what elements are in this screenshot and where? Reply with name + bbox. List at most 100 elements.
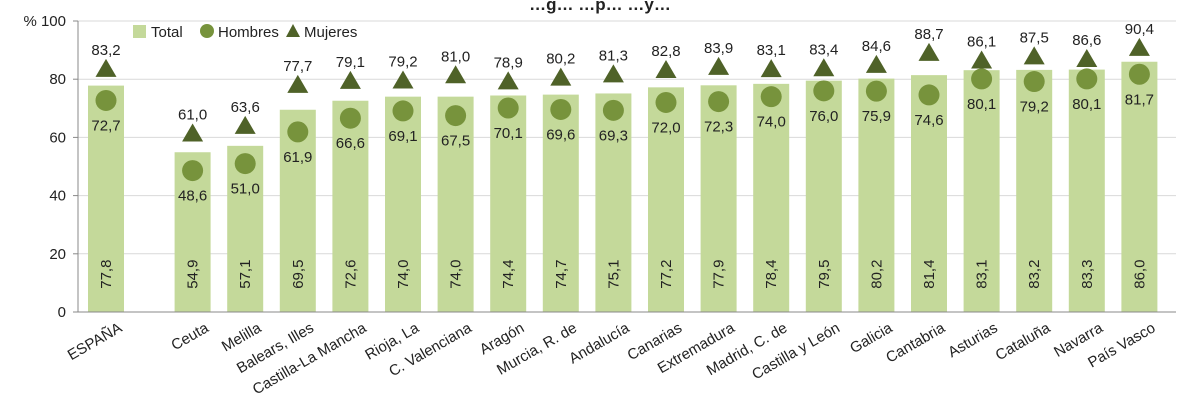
total-value-label: 86,0 [1131, 260, 1148, 289]
category-label: Cantabria [883, 319, 948, 367]
bar-total [279, 109, 316, 312]
y-tick-label: 60 [49, 129, 66, 146]
bar-total [963, 70, 1000, 312]
category-label: Ceuta [168, 319, 212, 354]
legend-swatch-mujeres [286, 24, 300, 37]
hombres-value-label: 72,7 [91, 117, 120, 134]
total-value-label: 77,9 [711, 260, 728, 289]
hombres-value-label: 69,6 [546, 126, 575, 143]
bar-total [911, 75, 947, 312]
mujeres-value-label: 61,0 [178, 106, 207, 123]
hombres-value-label: 79,2 [1020, 99, 1049, 116]
hombres-marker [95, 89, 117, 111]
legend: Total Hombres Mujeres [133, 24, 357, 41]
total-value-label: 81,4 [921, 260, 938, 289]
axes: 0 20 40 60 80 % 100 [23, 13, 1176, 321]
total-value-label: 83,2 [1026, 260, 1043, 289]
mujeres-marker [182, 123, 204, 142]
category-label: Asturias [945, 319, 1000, 361]
mujeres-marker [971, 50, 993, 69]
mujeres-marker [1128, 37, 1150, 56]
hombres-marker [602, 99, 624, 121]
hombres-marker [287, 121, 309, 143]
mujeres-marker [1076, 48, 1098, 67]
bar-total [595, 93, 632, 312]
mujeres-value-label: 84,6 [862, 38, 891, 55]
hombres-value-label: 80,1 [967, 96, 996, 113]
total-value-label: 79,5 [816, 260, 833, 289]
mujeres-marker [708, 56, 730, 75]
total-value-label: 69,5 [290, 260, 307, 289]
mujeres-marker [497, 71, 519, 90]
hombres-value-label: 80,1 [1072, 96, 1101, 113]
mujeres-marker [445, 65, 467, 84]
y-tick-label: 40 [49, 188, 66, 205]
total-value-label: 74,7 [553, 260, 570, 289]
total-value-label: 83,1 [974, 260, 991, 289]
bar-total [1068, 69, 1105, 312]
hombres-marker [497, 97, 519, 119]
bar-total [700, 85, 737, 312]
bar-total [332, 100, 369, 312]
mujeres-marker [655, 60, 677, 79]
data-labels: 77,8 72,7 83,2 54,9 48,6 61,0 57,1 51,0 63,6 69,5… [91, 21, 1154, 289]
hombres-marker [1076, 68, 1098, 90]
category-label: ESPAÑA [65, 319, 125, 364]
mujeres-marker [813, 58, 835, 77]
legend-swatch-total [133, 25, 146, 38]
mujeres-value-label: 81,0 [441, 48, 470, 65]
bar-total [648, 87, 684, 313]
hombres-value-label: 70,1 [494, 125, 523, 142]
bar-total [858, 78, 895, 312]
bar-total [1016, 69, 1053, 312]
mujeres-value-label: 86,1 [967, 33, 996, 50]
total-value-label: 78,4 [763, 260, 780, 289]
legend-label-hombres: Hombres [218, 24, 279, 41]
total-value-label: 83,3 [1079, 260, 1096, 289]
bar-total [542, 94, 579, 312]
hombres-value-label: 67,5 [441, 133, 470, 150]
bars [88, 61, 1158, 313]
hombres-value-label: 74,6 [914, 112, 943, 129]
mujeres-value-label: 78,9 [494, 54, 523, 71]
mujeres-value-label: 86,6 [1072, 32, 1101, 49]
hombres-marker [234, 153, 256, 175]
legend-swatch-hombres [200, 24, 214, 38]
legend-label-mujeres: Mujeres [304, 24, 357, 41]
mujeres-value-label: 63,6 [231, 99, 260, 116]
mujeres-value-label: 88,7 [914, 26, 943, 43]
y-tick-label: 80 [49, 71, 66, 88]
total-value-label: 74,0 [448, 260, 465, 289]
hombres-value-label: 76,0 [809, 108, 838, 125]
mujeres-marker [234, 115, 256, 134]
mujeres-value-label: 80,2 [546, 51, 575, 68]
mujeres-marker [339, 70, 361, 89]
mujeres-marker [95, 58, 117, 77]
hombres-value-label: 69,3 [599, 127, 628, 144]
hombres-value-label: 72,3 [704, 119, 733, 136]
legend-label-total: Total [151, 24, 183, 41]
hombres-value-label: 61,9 [283, 149, 312, 166]
hombres-marker [918, 84, 940, 106]
category-label: Cataluña [993, 319, 1054, 364]
y-tick-label: % 100 [23, 13, 66, 30]
total-value-label: 74,4 [500, 260, 517, 289]
bar-total [385, 96, 421, 312]
y-tick-label: 20 [49, 246, 66, 263]
hombres-marker [392, 100, 414, 122]
mujeres-value-label: 79,2 [388, 54, 417, 71]
mujeres-marker [760, 59, 782, 78]
hombres-value-label: 66,6 [336, 135, 365, 152]
mujeres-marker [865, 54, 887, 73]
hombres-value-label: 48,6 [178, 188, 207, 205]
total-value-label: 75,1 [605, 260, 622, 289]
mujeres-value-label: 82,8 [651, 43, 680, 60]
total-value-label: 77,8 [98, 260, 115, 289]
bar-total [437, 96, 474, 312]
mujeres-value-label: 83,1 [757, 42, 786, 59]
hombres-marker [865, 80, 887, 102]
hombres-marker [550, 98, 572, 120]
mujeres-value-label: 83,9 [704, 40, 733, 57]
mujeres-marker [287, 74, 309, 93]
